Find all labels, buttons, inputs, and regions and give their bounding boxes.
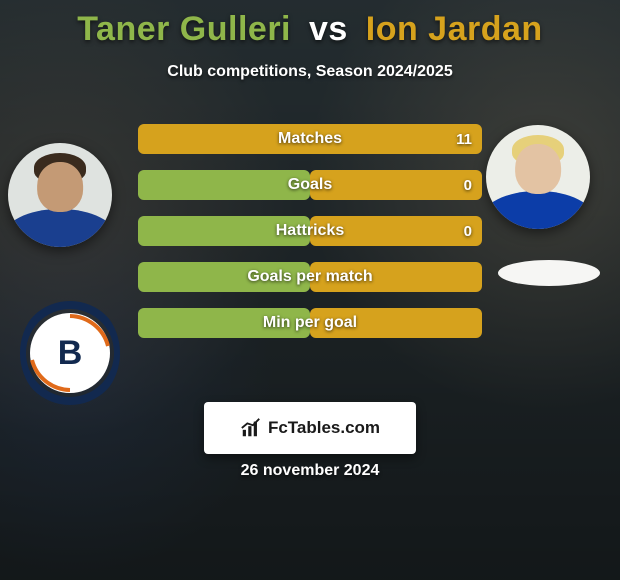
stat-row: Goals0 (138, 170, 482, 200)
stat-value-player2: 0 (464, 216, 472, 246)
title-player1: Taner Gulleri (77, 10, 291, 48)
stat-seg-player2 (310, 262, 482, 292)
svg-text:B: B (58, 334, 83, 372)
player2-club-placeholder (498, 260, 600, 286)
stat-seg-player1 (138, 262, 310, 292)
stat-row: Goals per match (138, 262, 482, 292)
stat-seg-player2 (138, 124, 482, 154)
stat-value-player2: 11 (456, 124, 472, 154)
stat-seg-player2 (310, 308, 482, 338)
stat-seg-player1 (138, 170, 310, 200)
date-text: 26 november 2024 (0, 462, 620, 480)
brand-card: FcTables.com (204, 402, 416, 454)
title-vs: vs (309, 10, 348, 48)
page-title: Taner Gulleri vs Ion Jardan (0, 10, 620, 49)
brand-text: FcTables.com (268, 418, 380, 438)
stat-row: Hattricks0 (138, 216, 482, 246)
player1-club-badge: B (20, 298, 120, 408)
stat-seg-player1 (138, 308, 310, 338)
player2-photo (486, 125, 590, 229)
subtitle: Club competitions, Season 2024/2025 (0, 63, 620, 81)
stat-seg-player2 (310, 216, 482, 246)
stat-seg-player2 (310, 170, 482, 200)
stat-row: Matches11 (138, 124, 482, 154)
stat-value-player2: 0 (464, 170, 472, 200)
title-player2: Ion Jardan (366, 10, 543, 48)
player1-photo (8, 143, 112, 247)
chart-icon (240, 417, 262, 439)
stat-bars: Matches11 Goals0 Hattricks0 Goals per match… (138, 124, 482, 354)
stat-seg-player1 (138, 216, 310, 246)
infographic-root: Taner Gulleri vs Ion Jardan Club competi… (0, 0, 620, 580)
stat-row: Min per goal (138, 308, 482, 338)
